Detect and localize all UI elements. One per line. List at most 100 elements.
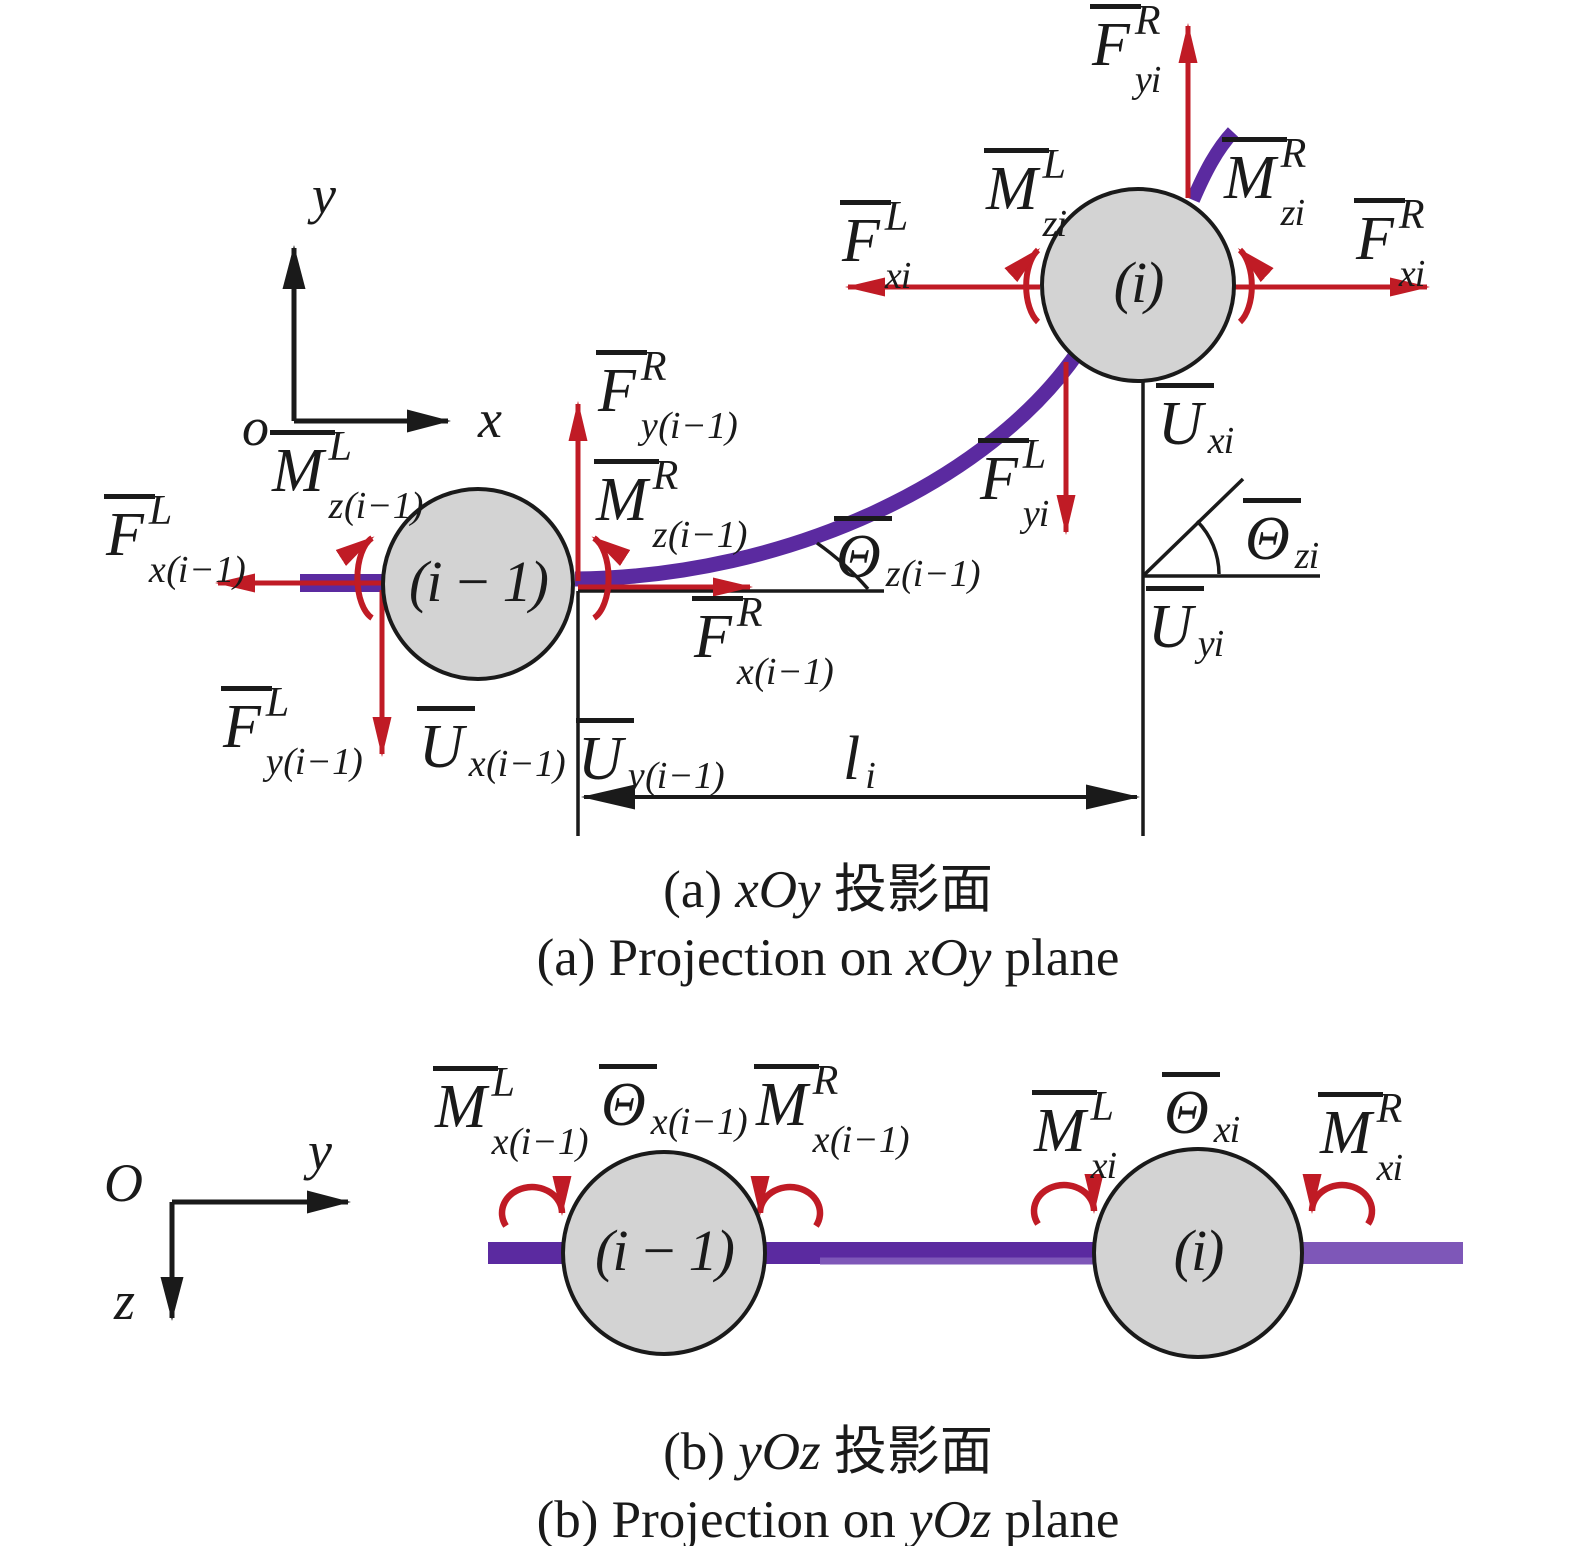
symbol-sub: xi	[1376, 1146, 1403, 1189]
symbol-sup: R	[1398, 192, 1425, 238]
symbol-base: Θ	[599, 1064, 657, 1136]
symbol-base: F	[692, 596, 743, 668]
symbol-sub: x (i − 1)	[812, 1118, 910, 1161]
axis-a-y-label: y	[312, 165, 336, 225]
caption-a-cn: (a) xOy 投影面	[537, 856, 1120, 924]
symbol-base: U	[576, 718, 634, 790]
caption-text: plane	[991, 929, 1120, 987]
symbol-sup: L	[328, 424, 353, 470]
moment-curl-Mx-i1-left	[498, 1175, 572, 1228]
label-Uxi: U xi	[1156, 383, 1234, 462]
angle-arc-theta-z-i1	[815, 541, 870, 591]
angle-incline-node-i	[1141, 477, 1245, 578]
symbol-sub: xi	[1213, 1108, 1240, 1151]
label-Uy-i1: U y (i − 1)	[576, 718, 725, 797]
caption-text: (a) Projection on	[536, 929, 907, 987]
symbol-base: M	[754, 1064, 819, 1136]
symbol-sup: R	[1280, 131, 1307, 177]
symbol-base: M	[984, 148, 1049, 220]
symbol-sub: i	[865, 754, 876, 797]
node-a-i-minus-1-label: (i − 1)	[409, 548, 549, 614]
label-Theta-zi: Θ zi	[1243, 498, 1319, 577]
moment-curl-Mx-i-right	[1302, 1173, 1376, 1226]
symbol-base: Θ	[1243, 498, 1301, 570]
symbol-sub: xi	[1398, 252, 1425, 295]
node-b-i-minus-1-label: (i − 1)	[595, 1217, 735, 1283]
beam-a-curve	[574, 347, 1085, 587]
symbol-sub: x (i − 1)	[491, 1120, 589, 1163]
symbol-sub: xi	[1207, 419, 1234, 462]
symbol-sup: R	[1134, 0, 1161, 44]
caption-plane-name: yOz	[908, 1491, 992, 1546]
symbol-sup: L	[491, 1060, 516, 1106]
label-li: l i	[843, 718, 876, 797]
symbol-base: F	[1090, 4, 1141, 76]
symbol-scripts: z (i − 1)	[885, 516, 981, 595]
symbol-sub: yi	[1022, 492, 1049, 535]
symbol-sup: L	[265, 680, 290, 726]
caption-text: (b)	[663, 1423, 739, 1481]
node-a-i	[1040, 187, 1236, 383]
axis-b-origin-label: O	[104, 1153, 143, 1213]
symbol-sup: L	[1042, 142, 1067, 188]
symbol-sub: y (i − 1)	[627, 754, 725, 797]
symbol-sub: z (i − 1)	[885, 552, 981, 595]
symbol-scripts: zi	[1294, 498, 1319, 577]
label-Theta-xi: Θ xi	[1162, 1072, 1240, 1151]
axis-a-x-label: x	[478, 389, 502, 449]
node-b-i-minus-1	[561, 1150, 767, 1356]
caption-plane-name: xOy	[906, 929, 992, 987]
symbol-base: M	[1222, 137, 1287, 209]
symbol-sup: R	[1376, 1086, 1403, 1132]
symbol-base: Θ	[1162, 1072, 1220, 1144]
symbol-sub: yi	[1197, 622, 1224, 665]
axis-a-origin-label: o	[242, 397, 269, 457]
axis-b-z-label: z	[114, 1271, 136, 1331]
symbol-sub: x (i − 1)	[468, 742, 566, 785]
symbol-sub: zi	[1294, 534, 1319, 577]
symbol-scripts: i	[865, 718, 876, 797]
node-b-i	[1092, 1147, 1304, 1359]
caption-text: 投影面	[820, 1423, 993, 1481]
label-Ux-i1: U x (i − 1)	[417, 706, 566, 785]
symbol-sup: L	[1022, 432, 1047, 478]
moment-arc-Mz-i1-right	[591, 535, 631, 621]
symbol-sub: zi	[1042, 202, 1067, 245]
caption-b-en: (b) Projection on yOz plane	[537, 1486, 1120, 1546]
moment-curl-Mx-i1-right	[750, 1175, 824, 1228]
caption-a-en: (a) Projection on xOy plane	[537, 924, 1120, 992]
label-Theta-x-i1: Θ x (i − 1)	[599, 1064, 748, 1141]
axis-b-y-label: y	[308, 1121, 332, 1181]
symbol-base: F	[840, 200, 891, 272]
caption-text: 投影面	[820, 861, 993, 919]
node-a-i-minus-1	[381, 487, 575, 681]
symbol-sub: xi	[884, 254, 911, 297]
symbol-base: F	[104, 494, 155, 566]
symbol-sub: zi	[1280, 191, 1305, 234]
caption-text: (b) Projection on	[536, 1491, 909, 1546]
symbol-sub: z (i − 1)	[328, 484, 424, 527]
